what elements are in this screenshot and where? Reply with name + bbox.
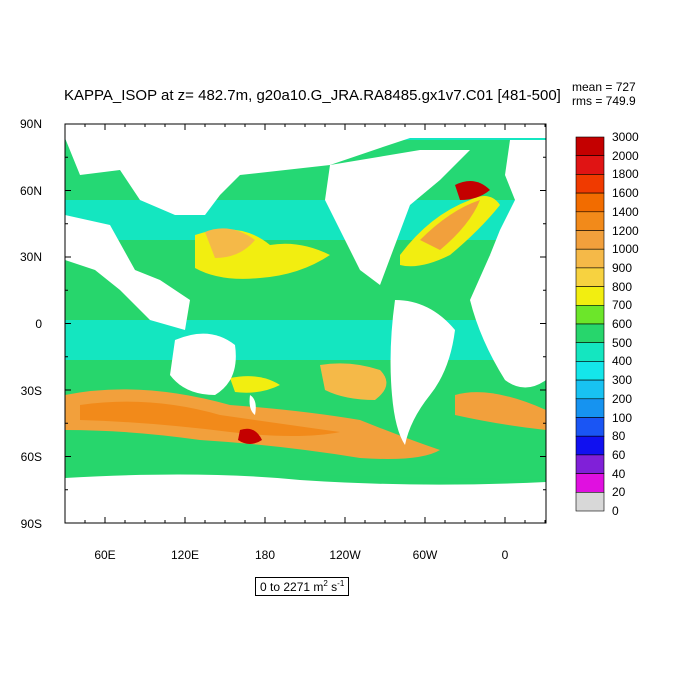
lat-label-60s: 60S — [20, 450, 42, 464]
legend-box — [575, 379, 605, 400]
legend-box — [575, 435, 605, 456]
legend-label: 40 — [612, 466, 626, 481]
color-legend — [575, 136, 605, 512]
legend-box — [575, 192, 605, 213]
mean-stat: mean = 727 — [572, 80, 636, 94]
rms-stat: rms = 749.9 — [572, 94, 636, 108]
lon-label-60w: 60W — [412, 548, 438, 562]
legend-box — [575, 211, 605, 231]
legend-label: 800 — [612, 279, 633, 294]
legend-box — [575, 174, 605, 194]
lat-label-90s: 90S — [20, 517, 42, 531]
legend-label: 1600 — [612, 186, 639, 201]
range-sup-2: -1 — [337, 579, 345, 588]
legend-label: 1200 — [612, 223, 639, 238]
range-mid: s — [327, 580, 338, 594]
legend-box — [575, 155, 605, 175]
lon-label-180: 180 — [254, 548, 276, 562]
legend-label: 200 — [612, 391, 633, 406]
legend-label: 3000 — [612, 130, 639, 144]
lat-label-0: 0 — [35, 317, 42, 331]
legend-box — [575, 361, 605, 381]
legend-box — [575, 248, 605, 269]
legend-label: 500 — [612, 335, 633, 350]
range-text: 0 to 2271 m — [260, 580, 324, 594]
lon-label-120e: 120E — [170, 548, 200, 562]
legend-label: 2000 — [612, 148, 639, 163]
legend-box — [575, 230, 605, 250]
legend-box — [575, 398, 605, 418]
legend-box — [575, 417, 605, 437]
legend-box — [575, 491, 605, 512]
plot-title: KAPPA_ISOP at z= 482.7m, g20a10.G_JRA.RA… — [64, 87, 561, 104]
legend-label: 80 — [612, 429, 626, 444]
legend-label: 20 — [612, 485, 626, 500]
legend-label: 900 — [612, 260, 633, 275]
lon-label-60e: 60E — [94, 548, 116, 562]
legend-label: 100 — [612, 410, 633, 425]
legend-box — [575, 304, 605, 325]
legend-label: 0 — [612, 504, 619, 518]
lat-label-90n: 90N — [19, 117, 42, 131]
legend-box — [575, 454, 605, 474]
legend-box — [575, 136, 605, 157]
legend-label: 1000 — [612, 242, 639, 257]
legend-label: 300 — [612, 373, 633, 388]
range-sup-1: 2 — [323, 579, 328, 588]
legend-box — [575, 323, 605, 344]
lat-label-30n: 30N — [19, 250, 42, 264]
legend-box — [575, 267, 605, 287]
land-masses — [65, 124, 546, 523]
legend-label: 400 — [612, 354, 633, 369]
axis-ticks — [64, 123, 546, 524]
lon-label-120w: 120W — [329, 548, 361, 562]
lon-label-0: 0 — [501, 548, 509, 562]
legend-label: 60 — [612, 447, 626, 462]
legend-label: 700 — [612, 298, 633, 313]
lat-label-30s: 30S — [20, 384, 42, 398]
legend-label: 1400 — [612, 204, 639, 219]
legend-box — [575, 473, 605, 493]
legend-box — [575, 342, 605, 362]
lat-label-60n: 60N — [19, 184, 42, 198]
legend-box — [575, 286, 605, 306]
legend-label: 600 — [612, 317, 633, 331]
range-label: 0 to 2271 m2 s-1 — [255, 577, 350, 596]
legend-label: 1800 — [612, 167, 639, 182]
